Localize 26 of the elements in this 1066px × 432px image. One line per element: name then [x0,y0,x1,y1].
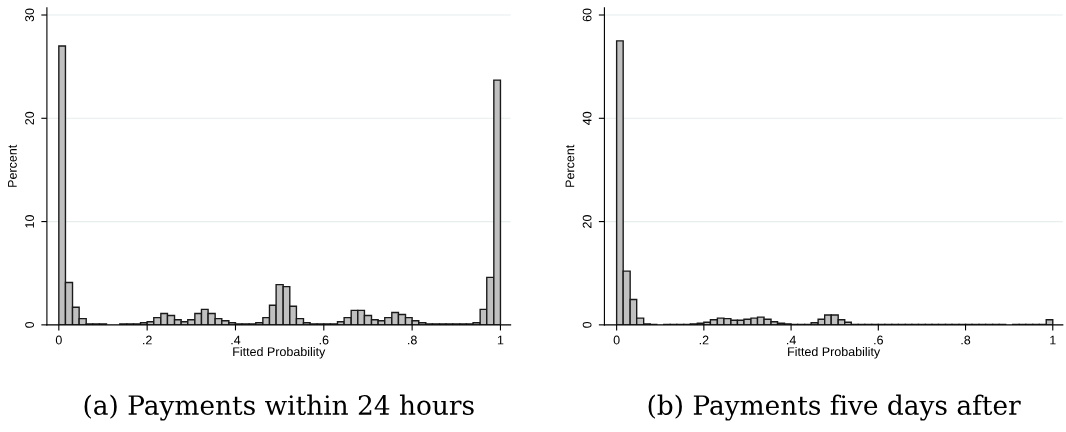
x-axis-title: Fitted Probability [233,346,326,359]
y-tick-label: 40 [582,111,592,125]
x-tick-label: .6 [874,335,883,345]
x-tick-label: 1 [497,335,504,345]
y-tick-label: 60 [582,8,592,22]
y-tick-label: 10 [25,215,35,228]
x-tick-label: .8 [961,335,971,345]
y-tick-label: 20 [25,111,35,125]
y-tick-label: 0 [582,321,592,328]
x-tick-label: .2 [699,335,709,345]
x-tick-label: .6 [319,335,329,345]
y-tick-label: 20 [582,215,592,228]
x-tick-label: .4 [787,335,796,345]
y-axis-title: Percent [8,144,17,187]
x-tick-label: 0 [55,335,62,345]
x-tick-label: 0 [613,335,620,345]
x-tick-label: .8 [408,335,417,345]
text: (a) Payments within 24 hours [84,394,474,421]
y-tick-label: 0 [25,321,35,328]
y-tick-label: 30 [25,8,35,22]
text: (b) Payments five days after [648,394,1021,421]
x-tick-label: 1 [1050,335,1056,345]
x-tick-label: .2 [143,335,152,345]
x-axis-title: Fitted Probability [788,346,881,359]
x-tick-label: .4 [231,335,241,345]
y-axis-title: Percent [565,144,575,187]
